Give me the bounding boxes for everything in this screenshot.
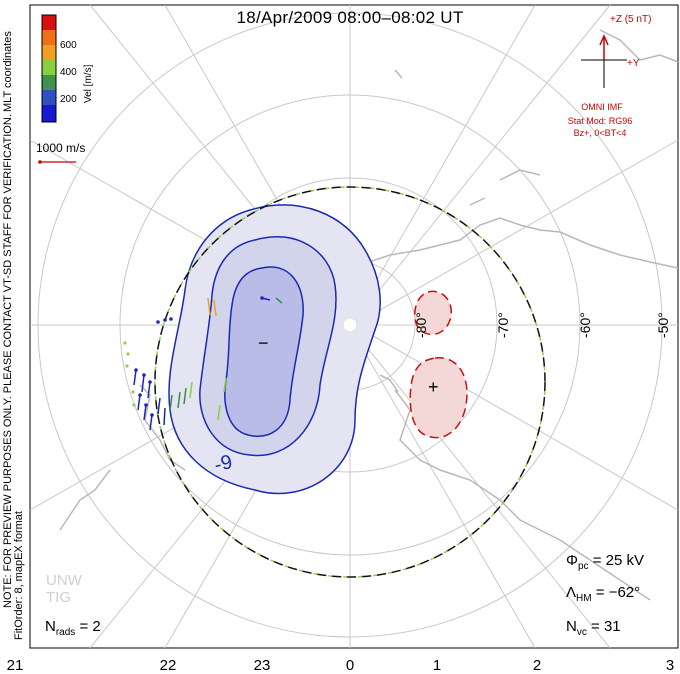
lat-label-80: -80° — [413, 312, 429, 338]
colorbar-tick: 200 — [60, 94, 77, 105]
scale-vector-label: 1000 m/s — [36, 141, 85, 155]
unwtig-watermark: UNW TIG — [46, 572, 83, 606]
negative-cell — [168, 204, 381, 495]
mlt-label: 23 — [254, 657, 271, 674]
mlt-labels: 21 22 23 0 1 2 3 — [7, 657, 675, 674]
svg-text:UNW: UNW — [46, 572, 83, 589]
plot-frame — [29, 4, 679, 649]
lat-label-60: -60° — [577, 312, 593, 338]
heppner-maynard-boundary-dots — [154, 186, 546, 578]
imf-model-line1: Stat Mod: RG96 — [568, 116, 633, 126]
imf-name: OMNI IMF — [581, 102, 623, 112]
lat-label-70: -70° — [495, 312, 511, 338]
stat-vector-count: Nvc = 31 — [566, 618, 621, 638]
potential-min-marker: − — [258, 333, 269, 353]
velocity-colorbar: 600 400 200 Vel [m/s] — [41, 14, 94, 123]
mlt-label: 21 — [7, 657, 24, 674]
velocity-vectors — [123, 296, 283, 431]
map-title: 18/Apr/2009 08:00–08:02 UT — [236, 8, 464, 27]
imf-y-label: +Y — [627, 58, 640, 69]
pole-marker — [342, 317, 358, 333]
stat-radar-count: Nrads = 2 — [45, 618, 101, 638]
coordinates-label: MLT coordinates — [2, 31, 14, 112]
imf-dial: +Z (5 nT) +Y OMNI IMF Stat Mod: RG96 Bz+… — [568, 14, 652, 138]
fit-order-note: FitOrder: 8, mapEX format — [13, 511, 25, 640]
mlt-label: 0 — [346, 657, 354, 674]
latitude-labels: -80° -70° -60° -50° — [413, 312, 671, 338]
potential-max-marker: + — [428, 377, 439, 397]
imf-model-line2: Bz+, 0<BT<4 — [574, 128, 627, 138]
colorbar-tick: 400 — [60, 67, 77, 78]
positive-contour-upper — [414, 290, 452, 336]
positive-contour-lower — [409, 357, 468, 439]
svg-text:TIG: TIG — [46, 589, 71, 606]
imf-z-label: +Z (5 nT) — [610, 14, 651, 25]
mlt-label: 3 — [666, 657, 674, 674]
contour-label: -9 — [212, 451, 235, 477]
mlt-label: 1 — [433, 657, 441, 674]
scale-vector: 1000 m/s — [36, 141, 85, 164]
mlt-label: 22 — [160, 657, 177, 674]
stat-hm-boundary: ΛHM = −62° — [566, 584, 641, 604]
lat-label-50: -50° — [655, 312, 671, 338]
colorbar-tick: 600 — [60, 40, 77, 51]
negative-contour-inner — [224, 266, 304, 437]
positive-cells — [409, 290, 468, 439]
stat-cross-polar-potential: Φpc = 25 kV — [566, 552, 644, 572]
mlt-label: 2 — [533, 657, 541, 674]
colorbar-label: Vel [m/s] — [83, 64, 94, 103]
